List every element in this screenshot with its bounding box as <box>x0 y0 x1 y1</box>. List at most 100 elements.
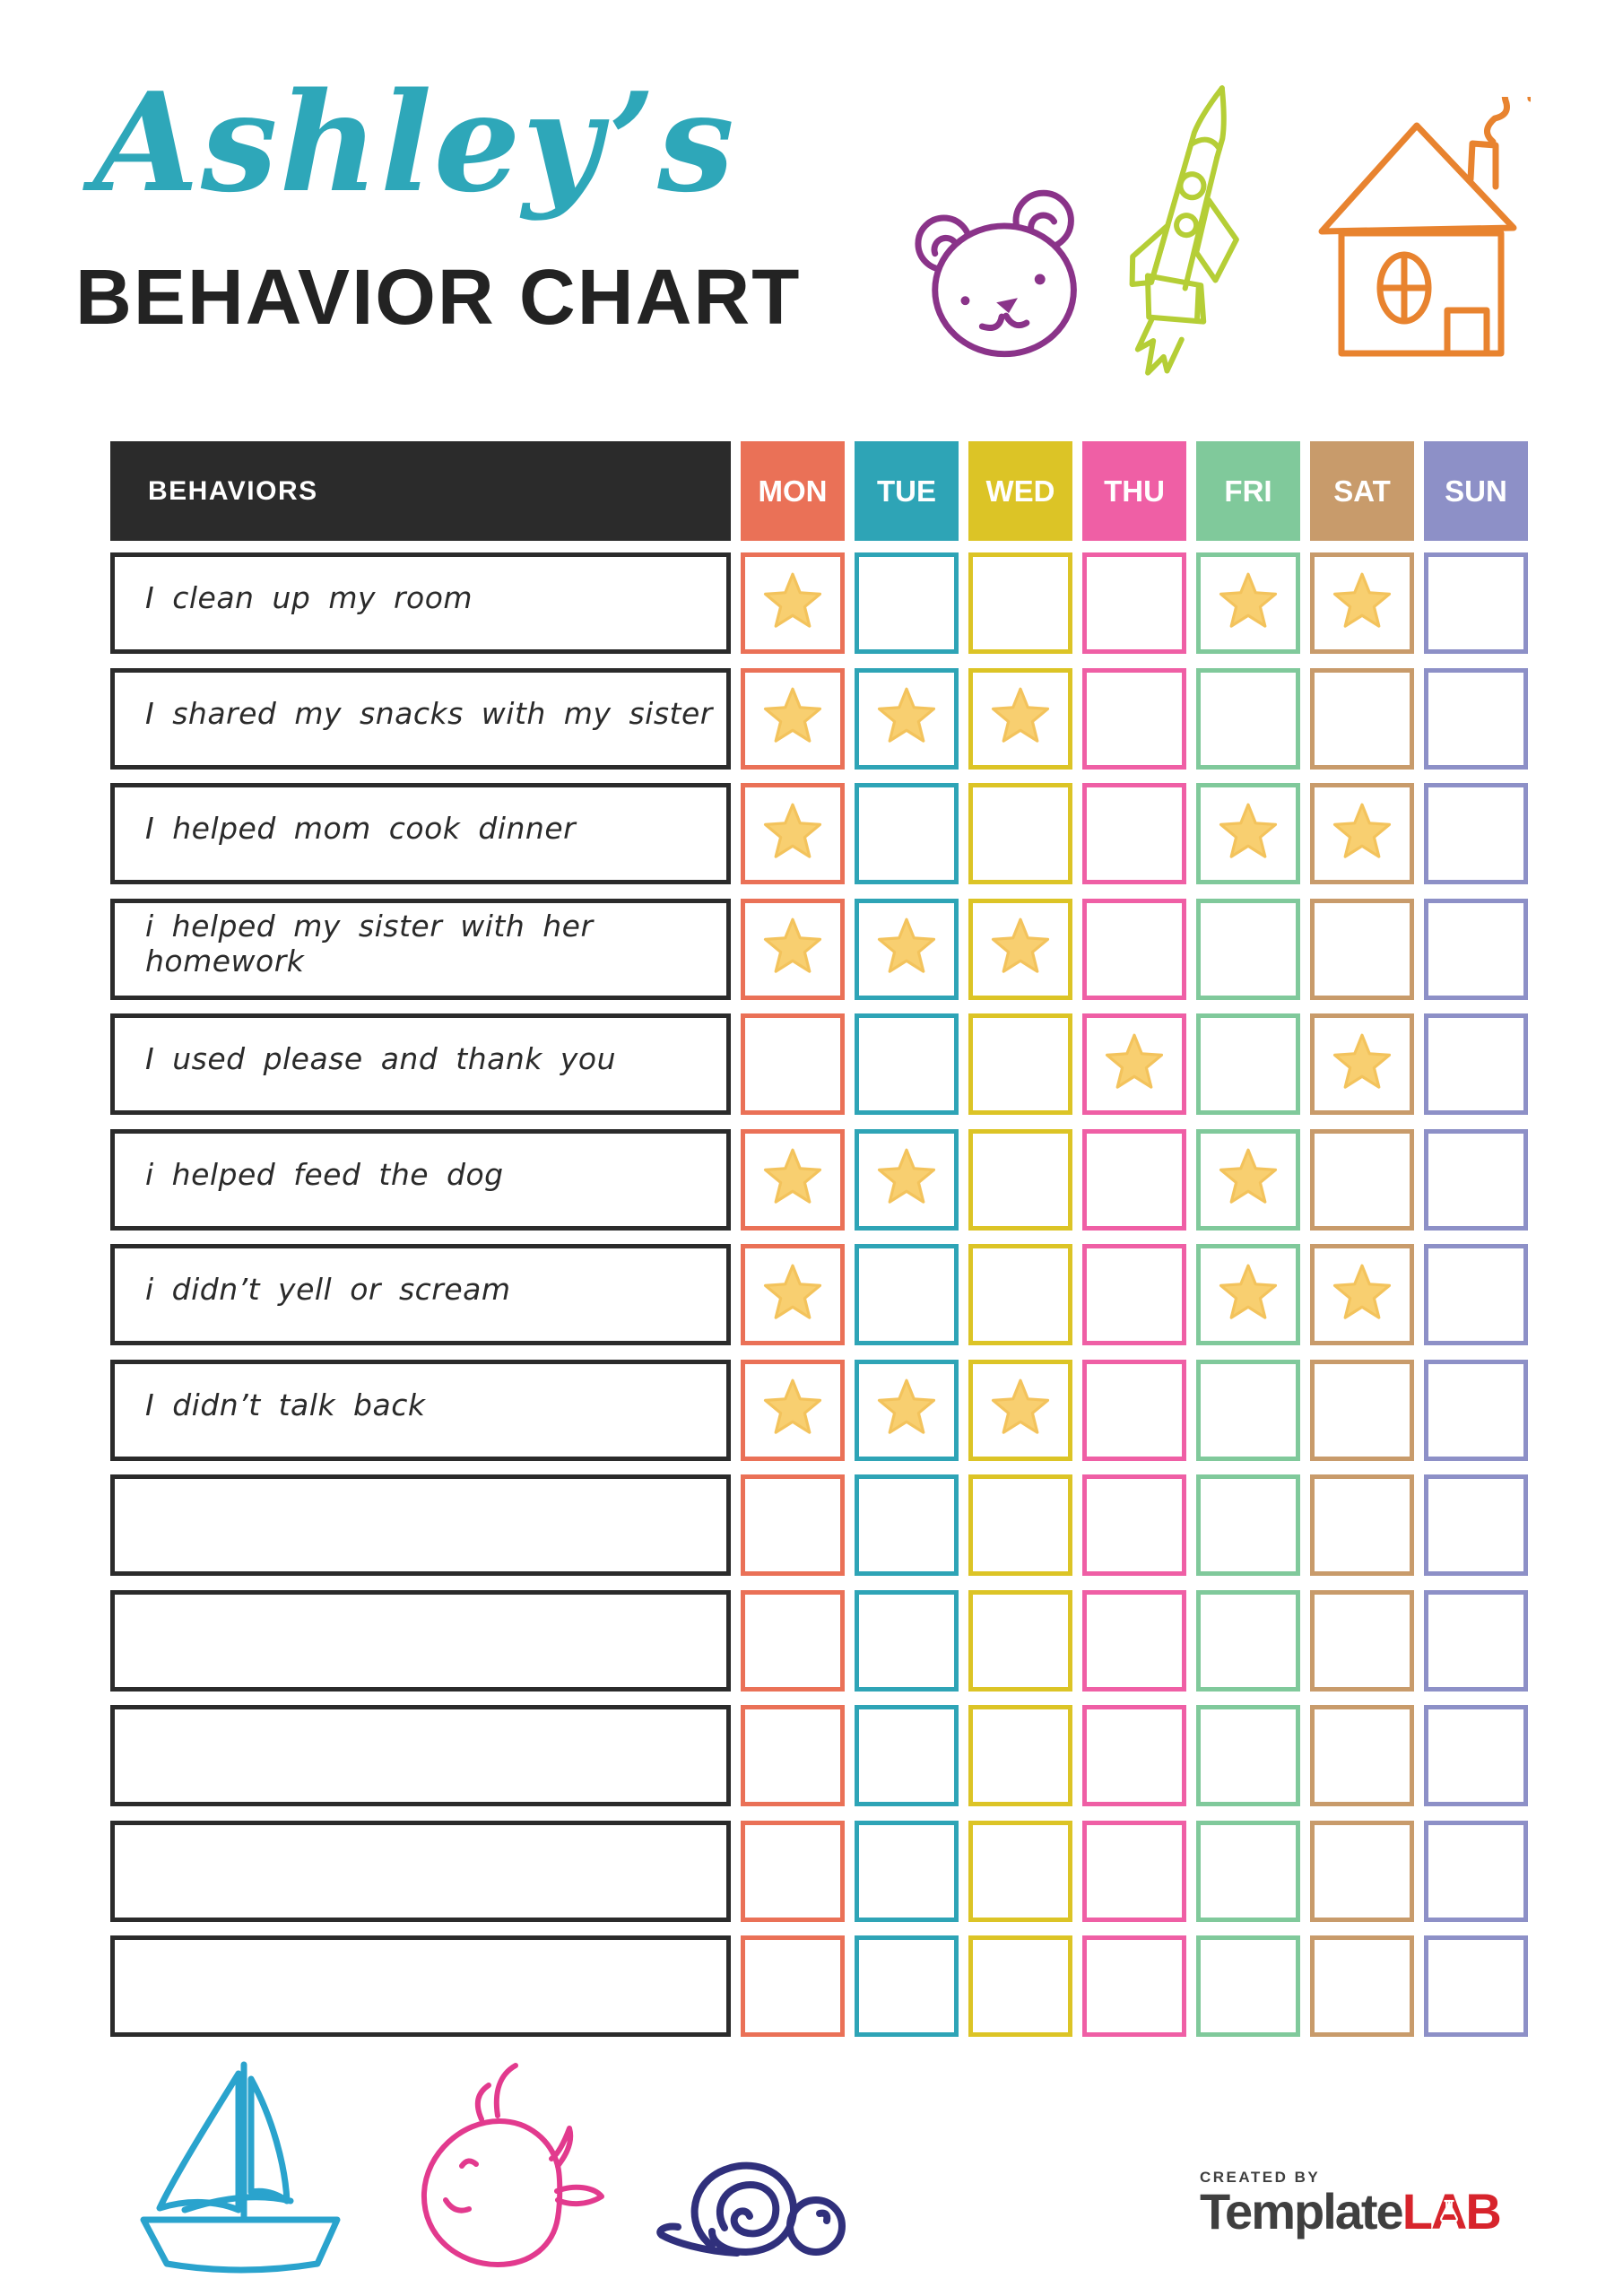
cell-thu-row11[interactable] <box>1082 1705 1186 1806</box>
cell-thu-row12[interactable] <box>1082 1820 1186 1922</box>
cell-wed-row11[interactable] <box>968 1705 1072 1806</box>
cell-sun-row11[interactable] <box>1424 1705 1528 1806</box>
cell-sun-row8[interactable] <box>1424 1359 1528 1461</box>
cell-wed-row12[interactable] <box>968 1820 1072 1922</box>
cell-tue-row2[interactable] <box>855 667 959 770</box>
behavior-label-box[interactable]: i helped my sister with her homework <box>110 898 731 1000</box>
cell-sun-row9[interactable] <box>1424 1474 1528 1576</box>
cell-fri-row11[interactable] <box>1196 1705 1300 1806</box>
cell-wed-row7[interactable] <box>968 1244 1072 1345</box>
cell-sat-row8[interactable] <box>1310 1359 1414 1461</box>
cell-tue-row7[interactable] <box>855 1244 959 1345</box>
cell-fri-row10[interactable] <box>1196 1589 1300 1692</box>
cell-fri-row1[interactable] <box>1196 552 1300 654</box>
cell-mon-row9[interactable] <box>741 1474 845 1576</box>
cell-mon-row5[interactable] <box>741 1013 845 1115</box>
cell-sat-row6[interactable] <box>1310 1128 1414 1231</box>
cell-fri-row12[interactable] <box>1196 1820 1300 1922</box>
cell-fri-row8[interactable] <box>1196 1359 1300 1461</box>
cell-thu-row7[interactable] <box>1082 1244 1186 1345</box>
cell-thu-row1[interactable] <box>1082 552 1186 654</box>
cell-thu-row6[interactable] <box>1082 1128 1186 1231</box>
cell-sat-row7[interactable] <box>1310 1244 1414 1345</box>
cell-sun-row12[interactable] <box>1424 1820 1528 1922</box>
cell-sun-row6[interactable] <box>1424 1128 1528 1231</box>
cell-sun-row2[interactable] <box>1424 667 1528 770</box>
behavior-label-box[interactable]: I clean up my room <box>110 552 731 654</box>
cell-sun-row3[interactable] <box>1424 783 1528 884</box>
cell-thu-row3[interactable] <box>1082 783 1186 884</box>
cell-mon-row8[interactable] <box>741 1359 845 1461</box>
cell-wed-row1[interactable] <box>968 552 1072 654</box>
cell-wed-row10[interactable] <box>968 1589 1072 1692</box>
cell-wed-row3[interactable] <box>968 783 1072 884</box>
cell-sat-row13[interactable] <box>1310 1935 1414 2037</box>
cell-thu-row13[interactable] <box>1082 1935 1186 2037</box>
cell-tue-row4[interactable] <box>855 898 959 1000</box>
cell-mon-row12[interactable] <box>741 1820 845 1922</box>
cell-tue-row8[interactable] <box>855 1359 959 1461</box>
cell-fri-row2[interactable] <box>1196 667 1300 770</box>
behavior-label-box[interactable] <box>110 1705 731 1806</box>
cell-sun-row4[interactable] <box>1424 898 1528 1000</box>
cell-fri-row7[interactable] <box>1196 1244 1300 1345</box>
cell-tue-row11[interactable] <box>855 1705 959 1806</box>
cell-tue-row13[interactable] <box>855 1935 959 2037</box>
cell-sat-row2[interactable] <box>1310 667 1414 770</box>
cell-mon-row2[interactable] <box>741 667 845 770</box>
cell-sun-row7[interactable] <box>1424 1244 1528 1345</box>
behavior-label-box[interactable]: I used please and thank you <box>110 1013 731 1115</box>
cell-thu-row9[interactable] <box>1082 1474 1186 1576</box>
cell-tue-row10[interactable] <box>855 1589 959 1692</box>
cell-mon-row1[interactable] <box>741 552 845 654</box>
cell-wed-row9[interactable] <box>968 1474 1072 1576</box>
cell-tue-row1[interactable] <box>855 552 959 654</box>
behavior-label-box[interactable]: I didn’t talk back <box>110 1359 731 1461</box>
cell-sat-row9[interactable] <box>1310 1474 1414 1576</box>
cell-mon-row4[interactable] <box>741 898 845 1000</box>
cell-fri-row6[interactable] <box>1196 1128 1300 1231</box>
cell-sun-row1[interactable] <box>1424 552 1528 654</box>
cell-thu-row2[interactable] <box>1082 667 1186 770</box>
cell-mon-row6[interactable] <box>741 1128 845 1231</box>
behavior-label-box[interactable] <box>110 1474 731 1576</box>
cell-tue-row6[interactable] <box>855 1128 959 1231</box>
cell-sun-row5[interactable] <box>1424 1013 1528 1115</box>
cell-fri-row3[interactable] <box>1196 783 1300 884</box>
cell-wed-row5[interactable] <box>968 1013 1072 1115</box>
cell-sat-row1[interactable] <box>1310 552 1414 654</box>
cell-sat-row10[interactable] <box>1310 1589 1414 1692</box>
cell-tue-row12[interactable] <box>855 1820 959 1922</box>
cell-thu-row4[interactable] <box>1082 898 1186 1000</box>
cell-wed-row4[interactable] <box>968 898 1072 1000</box>
cell-wed-row13[interactable] <box>968 1935 1072 2037</box>
cell-mon-row3[interactable] <box>741 783 845 884</box>
cell-mon-row10[interactable] <box>741 1589 845 1692</box>
cell-mon-row7[interactable] <box>741 1244 845 1345</box>
behavior-label-box[interactable]: i didn’t yell or scream <box>110 1244 731 1345</box>
cell-thu-row8[interactable] <box>1082 1359 1186 1461</box>
cell-mon-row13[interactable] <box>741 1935 845 2037</box>
behavior-label-box[interactable] <box>110 1820 731 1922</box>
behavior-label-box[interactable] <box>110 1935 731 2037</box>
cell-thu-row5[interactable] <box>1082 1013 1186 1115</box>
behavior-label-box[interactable] <box>110 1589 731 1692</box>
cell-tue-row5[interactable] <box>855 1013 959 1115</box>
cell-sun-row13[interactable] <box>1424 1935 1528 2037</box>
cell-sat-row11[interactable] <box>1310 1705 1414 1806</box>
behavior-label-box[interactable]: I shared my snacks with my sister <box>110 667 731 770</box>
cell-sat-row12[interactable] <box>1310 1820 1414 1922</box>
cell-fri-row13[interactable] <box>1196 1935 1300 2037</box>
cell-sat-row3[interactable] <box>1310 783 1414 884</box>
cell-wed-row6[interactable] <box>968 1128 1072 1231</box>
cell-sat-row4[interactable] <box>1310 898 1414 1000</box>
behavior-label-box[interactable]: I helped mom cook dinner <box>110 783 731 884</box>
cell-fri-row9[interactable] <box>1196 1474 1300 1576</box>
cell-tue-row9[interactable] <box>855 1474 959 1576</box>
cell-wed-row8[interactable] <box>968 1359 1072 1461</box>
cell-tue-row3[interactable] <box>855 783 959 884</box>
behavior-label-box[interactable]: i helped feed the dog <box>110 1128 731 1231</box>
cell-mon-row11[interactable] <box>741 1705 845 1806</box>
cell-thu-row10[interactable] <box>1082 1589 1186 1692</box>
cell-fri-row5[interactable] <box>1196 1013 1300 1115</box>
